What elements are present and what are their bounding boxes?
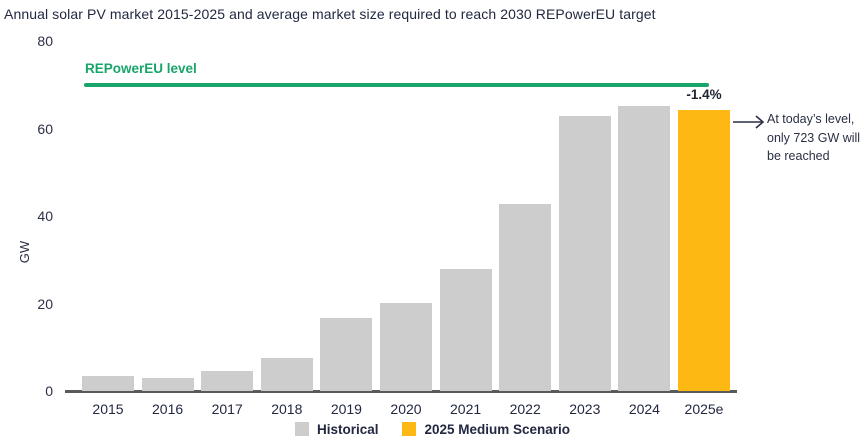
callout-line-3: be reached	[767, 149, 830, 163]
bar-2017	[201, 370, 254, 391]
callout-arrow-icon	[733, 114, 767, 135]
bar-2024	[618, 106, 671, 391]
x-tick-2025e: 2025e	[684, 401, 724, 417]
x-tick-2020: 2020	[390, 401, 422, 417]
callout-text: At today’s level, only 723 GW will be re…	[767, 110, 865, 166]
x-tick-2024: 2024	[628, 401, 660, 417]
legend-swatch-icon	[402, 422, 417, 436]
y-tick-60: 60	[37, 120, 53, 137]
callout-line-1: At today’s level,	[767, 112, 855, 126]
bar-2021	[439, 269, 492, 391]
bar-2022	[499, 203, 552, 391]
legend-item-2025-medium-scenario: 2025 Medium Scenario	[402, 422, 570, 437]
bar-2015	[82, 375, 134, 391]
repowereu-line-label: REPowerEU level	[85, 61, 197, 76]
legend-label: Historical	[316, 421, 379, 437]
legend-item-historical: Historical	[294, 421, 379, 437]
bar-2025e	[678, 110, 730, 391]
bar-2020	[380, 302, 432, 391]
y-tick-80: 80	[37, 33, 53, 49]
legend-label: 2025 Medium Scenario	[424, 421, 571, 437]
x-tick-2019: 2019	[330, 401, 362, 417]
legend-swatch-icon	[294, 422, 309, 436]
x-tick-2021: 2021	[450, 401, 482, 417]
y-tick-0: 0	[45, 383, 53, 399]
plot-area: GW REPowerEU level -1.4% 64.2 2015201620…	[17, 33, 737, 417]
y-axis-label: GW	[17, 240, 32, 264]
x-tick-2023: 2023	[569, 401, 601, 417]
delta-change-label: -1.4%	[686, 87, 722, 102]
bar-2016	[141, 377, 194, 391]
x-tick-2018: 2018	[271, 401, 303, 417]
x-tick-2016: 2016	[152, 401, 184, 417]
x-axis-line	[65, 390, 737, 393]
x-tick-2022: 2022	[509, 401, 541, 417]
x-tick-2015: 2015	[92, 401, 124, 417]
repowereu-reference-line	[84, 82, 709, 87]
y-tick-20: 20	[37, 295, 53, 312]
bar-2019	[320, 317, 373, 391]
legend: Historical 2025 Medium Scenario	[0, 420, 865, 438]
chart-title: Annual solar PV market 2015-2025 and ave…	[4, 6, 656, 22]
bar-2018	[260, 357, 313, 391]
x-tick-2017: 2017	[211, 401, 243, 417]
callout-line-2: only 723 GW will	[767, 130, 861, 145]
bar-2023	[558, 116, 611, 391]
y-tick-40: 40	[37, 208, 53, 224]
